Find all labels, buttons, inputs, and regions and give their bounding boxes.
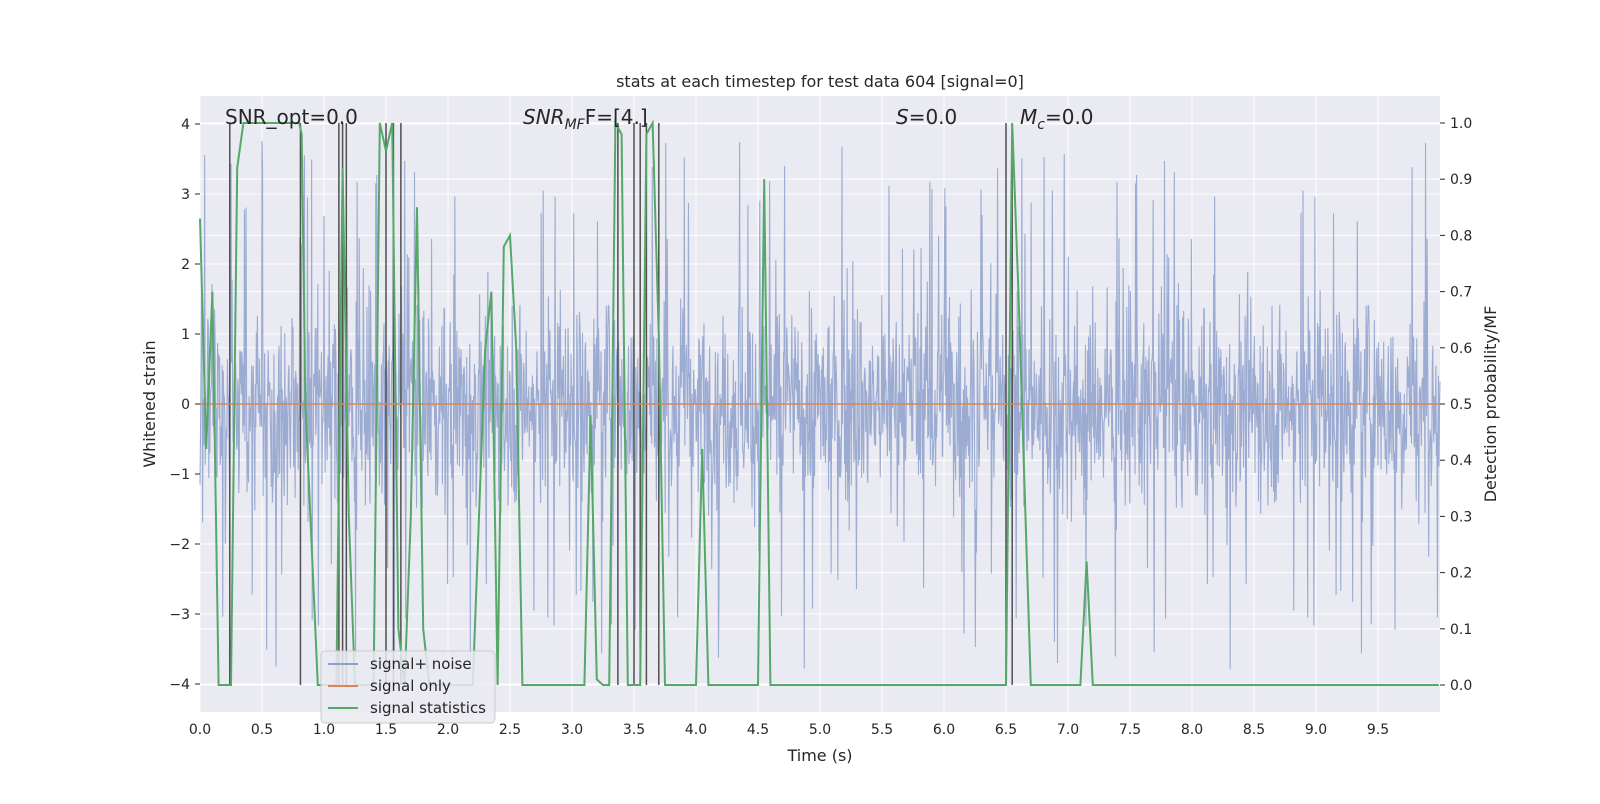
x-tick-label: 5.0 xyxy=(809,722,831,738)
mc-var: M xyxy=(1020,105,1037,129)
x-tick-label: 4.0 xyxy=(685,722,707,738)
x-tick-label: 7.5 xyxy=(1119,722,1141,738)
x-tick-label: 0.5 xyxy=(251,722,273,738)
legend-label-noise: signal+ noise xyxy=(370,655,472,673)
y-tick-label: −1 xyxy=(169,467,190,483)
y-tick-label: −3 xyxy=(169,607,190,623)
y-tick-label: 2 xyxy=(181,257,190,273)
y-tick-label: 1 xyxy=(181,327,190,343)
legend: signal+ noise signal only signal statist… xyxy=(320,650,496,724)
annotation-snr-mf: SNRMFF=[4.] xyxy=(523,105,648,133)
x-tick-label: 6.5 xyxy=(995,722,1017,738)
y-axis-label: Whitened strain xyxy=(140,340,159,467)
x-tick-label: 3.5 xyxy=(623,722,645,738)
x-tick-label: 1.5 xyxy=(375,722,397,738)
x-tick-label: 0.0 xyxy=(189,722,211,738)
legend-label-signal: signal only xyxy=(370,677,451,695)
y-right-tick-label: 0.9 xyxy=(1450,172,1472,188)
snr-mf-sub: MF xyxy=(565,117,586,133)
s-var: S xyxy=(896,105,909,129)
x-tick-label: 4.5 xyxy=(747,722,769,738)
x-tick-label: 9.5 xyxy=(1367,722,1389,738)
y-ticks: 4 3 2 1 0 −1 −2 −3 −4 xyxy=(169,117,200,693)
annotation-snr-opt: SNR_opt=0.0 xyxy=(225,105,358,129)
y-tick-label: −2 xyxy=(169,537,190,553)
y-right-tick-label: 1.0 xyxy=(1450,116,1472,132)
legend-label-statistics: signal statistics xyxy=(370,699,486,717)
x-tick-label: 6.0 xyxy=(933,722,955,738)
y-right-tick-label: 0.7 xyxy=(1450,285,1472,301)
y-right-tick-label: 0.6 xyxy=(1450,341,1472,357)
y-right-tick-label: 0.8 xyxy=(1450,228,1472,244)
chart-title: stats at each timestep for test data 604… xyxy=(616,72,1024,91)
x-tick-label: 1.0 xyxy=(313,722,335,738)
noise-line xyxy=(199,141,1441,670)
y-right-tick-label: 0.3 xyxy=(1450,509,1472,525)
y-right-tick-label: 0.4 xyxy=(1450,453,1472,469)
y-right-tick-label: 0.1 xyxy=(1450,622,1472,638)
x-tick-label: 7.0 xyxy=(1057,722,1079,738)
s-tail: =0.0 xyxy=(909,105,958,129)
y-tick-label: 0 xyxy=(181,397,190,413)
x-tick-label: 2.5 xyxy=(499,722,521,738)
x-tick-label: 8.5 xyxy=(1243,722,1265,738)
mc-sub: c xyxy=(1037,117,1045,133)
snr-mf-tail: F=[4.] xyxy=(585,105,648,129)
y-tick-label: 3 xyxy=(181,187,190,203)
y-right-tick-label: 0.0 xyxy=(1450,678,1472,694)
y-right-axis-label: Detection probability/MF xyxy=(1481,306,1500,503)
x-tick-label: 5.5 xyxy=(871,722,893,738)
y-tick-label: 4 xyxy=(181,117,190,133)
x-tick-label: 3.0 xyxy=(561,722,583,738)
x-tick-label: 2.0 xyxy=(437,722,459,738)
x-axis-label: Time (s) xyxy=(786,746,852,765)
x-tick-label: 8.0 xyxy=(1181,722,1203,738)
x-ticks: 0.0 0.5 1.0 1.5 2.0 2.5 3.0 3.5 4.0 4.5 5.0 5.5 6.0 6… xyxy=(189,722,1389,738)
annotation-mc: Mc=0.0 xyxy=(1020,105,1094,133)
mc-tail: =0.0 xyxy=(1045,105,1094,129)
annotation-s: S=0.0 xyxy=(896,105,957,129)
y-right-ticks: 1.0 0.9 0.8 0.7 0.6 0.5 0.4 0.3 0.2 0.1 0.0 xyxy=(1440,116,1472,694)
y-tick-label: −4 xyxy=(169,677,190,693)
x-tick-label: 9.0 xyxy=(1305,722,1327,738)
y-right-tick-label: 0.5 xyxy=(1450,397,1472,413)
noise-series xyxy=(199,141,1441,670)
y-right-tick-label: 0.2 xyxy=(1450,566,1472,582)
snr-mf-main: SNR xyxy=(523,105,565,129)
legend-box xyxy=(320,650,496,724)
